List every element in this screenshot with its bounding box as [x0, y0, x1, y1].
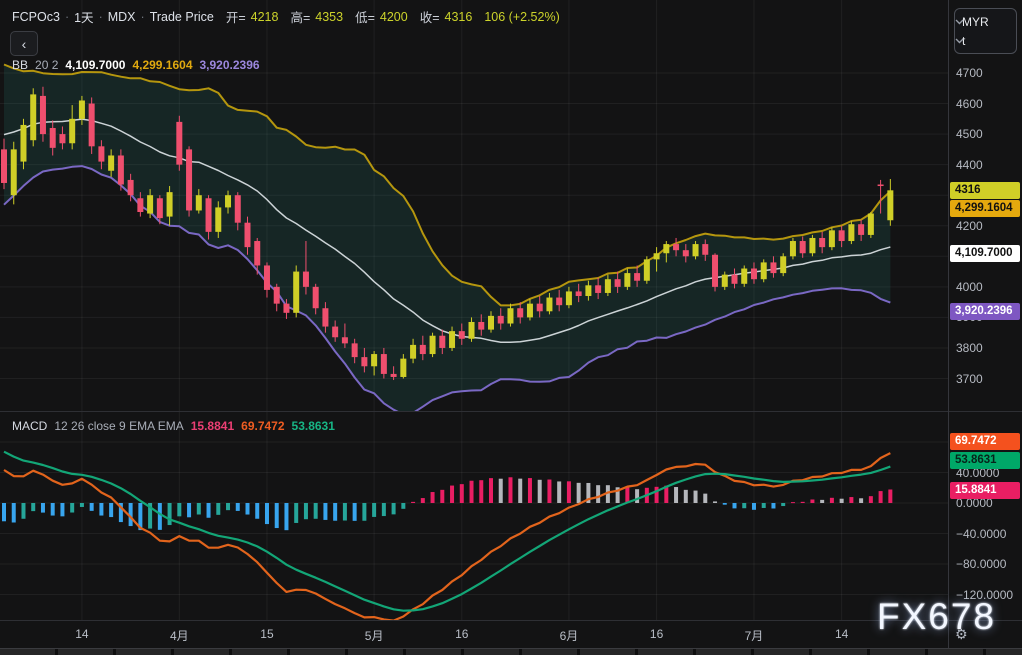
time-axis-tick: 4月	[169, 629, 189, 643]
bb-upper-label-chip: 4,299.1604	[950, 200, 1020, 217]
macd-chart-canvas[interactable]	[0, 412, 948, 620]
chevron-left-icon: ‹	[21, 35, 27, 52]
macd-signal-line	[3, 450, 891, 612]
macd-axis-tick: −80.0000	[956, 557, 1007, 571]
time-axis-tick: 15	[260, 627, 274, 641]
macd-axis-tick: −120.0000	[956, 587, 1014, 602]
bb-title: BB	[12, 58, 29, 72]
macd-title: MACD	[12, 419, 48, 433]
price-axis-tick: 4400	[956, 157, 983, 172]
separator-dot: ·	[98, 9, 103, 24]
candles	[1, 86, 894, 381]
bb-basis-value: 4,109.7000	[65, 58, 126, 72]
bollinger-fill	[4, 64, 891, 412]
time-axis-tick: 6月	[559, 629, 579, 643]
macd-axis-tick: −40.0000	[956, 526, 1007, 541]
price-gridlines	[0, 0, 948, 412]
price-axis-tick: 4700	[956, 66, 983, 80]
bollinger-legend[interactable]: BB 20 2 4,109.7000 4,299.1604 3,920.2396	[12, 58, 260, 72]
currency-value: MYR	[962, 14, 989, 29]
time-axis-tick: 14	[75, 627, 89, 641]
time-axis-tick: 5月	[364, 629, 384, 643]
bb-basis-label-chip: 4,109.7000	[950, 245, 1020, 262]
chevron-down-icon	[955, 38, 964, 43]
bollinger-upper-band	[3, 63, 892, 307]
panel-separator[interactable]	[0, 411, 1022, 412]
separator-dot: ·	[140, 9, 145, 24]
timescale-settings-gear-icon[interactable]: ⚙	[955, 626, 968, 642]
price-axis-tick: 4200	[956, 218, 983, 233]
last-price-label-chip: 4316	[950, 182, 1020, 199]
time-axis-separator	[0, 620, 1022, 621]
bottom-toolbar-strip	[0, 648, 1022, 655]
macd-axis-tick: 0.0000	[956, 496, 993, 510]
price-scale-axis[interactable]: −120.0000−80.0000−40.00000.000040.000080…	[948, 0, 1022, 648]
time-axis-tick: 16	[649, 627, 664, 641]
time-axis-tick: 14	[834, 627, 849, 641]
price-axis-tick: 3800	[956, 340, 983, 355]
open-value: 4218	[250, 9, 279, 24]
time-axis-tick: 16	[455, 627, 469, 641]
bb-lower-label-chip: 3,920.2396	[950, 303, 1020, 320]
unit-value: t	[962, 33, 966, 48]
separator-dot: ·	[64, 9, 70, 24]
price-axis-tick: 4000	[956, 279, 983, 294]
time-scale-axis[interactable]: 14 4月 15 5月 16 6月 16 7月 14	[0, 621, 948, 648]
bb-lower-value: 3,920.2396	[199, 58, 260, 72]
unit-currency-selector: MYR t	[954, 8, 1017, 54]
price-axis-tick: 4500	[956, 127, 983, 142]
macd-axis-tick: 40.0000	[956, 465, 1000, 480]
macd-histogram	[2, 477, 893, 531]
unit-select[interactable]: t	[955, 32, 1009, 50]
macd-params: 12 26 close 9 EMA EMA	[54, 419, 184, 433]
macd-signal-label-chip: 53.8631	[950, 452, 1020, 469]
symbol-name[interactable]: FCPOc3	[12, 9, 60, 24]
low-label: 低=	[355, 11, 375, 25]
change-value: 106 (+2.52%)	[484, 9, 560, 24]
macd-line-value: 69.7472	[241, 419, 285, 433]
high-value: 4353	[315, 9, 344, 24]
bb-params: 20 2	[35, 58, 59, 72]
fx678-watermark: FX678	[877, 596, 997, 637]
time-axis-tick: 7月	[744, 629, 764, 643]
price-axis-tick: 3700	[956, 371, 983, 386]
close-value: 4316	[444, 9, 473, 24]
macd-line-label-chip: 69.7472	[950, 433, 1020, 450]
bb-upper-value: 4,299.1604	[132, 58, 193, 72]
close-label: 收=	[419, 11, 440, 25]
macd-hist-label-chip: 15.8841	[950, 482, 1020, 499]
price-chart-canvas[interactable]	[0, 0, 948, 412]
macd-signal-value: 53.8631	[291, 419, 335, 433]
low-value: 4200	[379, 9, 408, 24]
macd-hist-value: 15.8841	[190, 419, 235, 433]
price-axis-tick: 4600	[956, 96, 983, 111]
interval-label[interactable]: 1天	[74, 11, 94, 25]
chart-legend-header: FCPOc3 · 1天 · MDX · Trade Price 开= 4218 高…	[12, 7, 560, 26]
back-button[interactable]: ‹	[10, 31, 38, 56]
exchange-label[interactable]: MDX	[107, 9, 136, 24]
chevron-down-icon	[955, 19, 964, 24]
currency-select[interactable]: MYR	[955, 13, 1009, 31]
series-type-label: Trade Price	[149, 9, 214, 24]
macd-legend[interactable]: MACD 12 26 close 9 EMA EMA 15.8841 69.74…	[12, 419, 335, 433]
open-label: 开=	[225, 11, 246, 25]
high-label: 高=	[290, 11, 311, 25]
macd-line	[3, 452, 891, 620]
